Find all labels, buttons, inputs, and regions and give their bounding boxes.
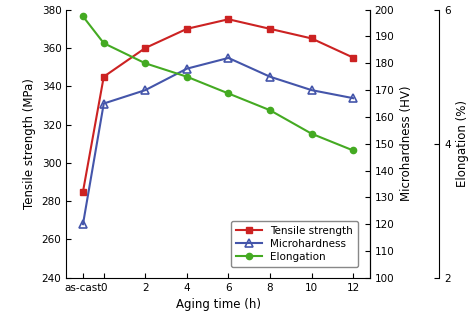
Microhardness [101, 101, 107, 105]
X-axis label: Aging time (h): Aging time (h) [175, 298, 261, 311]
Elongation [101, 41, 107, 45]
Microhardness [184, 67, 190, 71]
Tensile strength [184, 27, 190, 31]
Tensile strength [80, 190, 86, 193]
Microhardness [226, 56, 231, 60]
Tensile strength [143, 46, 148, 50]
Tensile strength [350, 56, 356, 59]
Legend: Tensile strength, Microhardness, Elongation: Tensile strength, Microhardness, Elongat… [231, 221, 358, 267]
Microhardness [267, 75, 273, 78]
Line: Microhardness: Microhardness [79, 54, 357, 228]
Tensile strength [226, 17, 231, 21]
Tensile strength [267, 27, 273, 31]
Y-axis label: Tensile strength (MPa): Tensile strength (MPa) [23, 78, 36, 209]
Elongation [226, 91, 231, 95]
Microhardness [143, 88, 148, 92]
Y-axis label: Microhardness (HV): Microhardness (HV) [400, 86, 413, 202]
Elongation [143, 61, 148, 65]
Line: Elongation: Elongation [80, 13, 356, 153]
Microhardness [350, 96, 356, 100]
Microhardness [80, 222, 86, 226]
Tensile strength [101, 75, 107, 78]
Elongation [267, 108, 273, 112]
Microhardness [309, 88, 314, 92]
Elongation [80, 15, 86, 18]
Elongation [309, 132, 314, 136]
Elongation [350, 149, 356, 152]
Tensile strength [309, 36, 314, 40]
Y-axis label: Elongation (%): Elongation (%) [456, 100, 469, 187]
Elongation [184, 75, 190, 79]
Line: Tensile strength: Tensile strength [80, 16, 356, 195]
